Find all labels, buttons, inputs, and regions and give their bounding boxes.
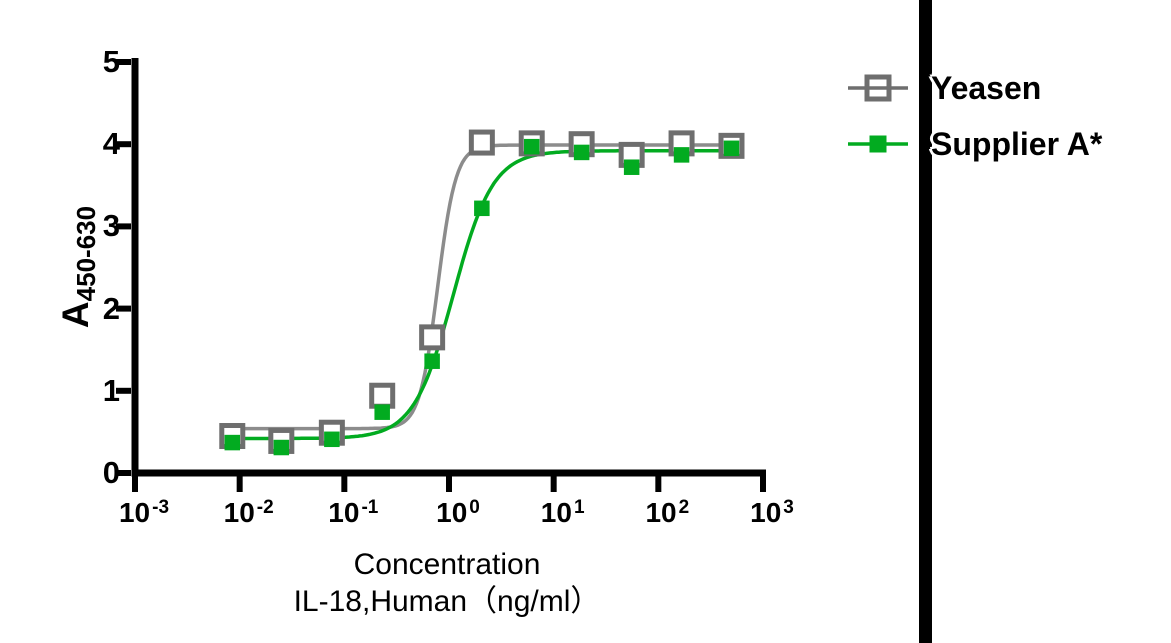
y-axis-title-main: A (55, 301, 96, 329)
data-point-supplier-a (224, 434, 241, 451)
y-axis-title-subscript: 450-630 (71, 205, 101, 302)
x-axis-title-line2: IL-18,Human（ng/ml） (293, 585, 601, 618)
data-point-supplier-a (723, 140, 740, 157)
y-tick-label: 3 (102, 208, 120, 244)
legend-entry-supplier-a: Supplier A* (846, 116, 1102, 172)
data-point-supplier-a (523, 138, 540, 155)
x-tick-label: 10 -3 (118, 497, 170, 528)
x-tick-label: 10 0 (436, 497, 480, 528)
legend-entry-yeasen: Yeasen (846, 60, 1102, 116)
data-point-yeasen (419, 324, 446, 351)
data-point-supplier-a (623, 159, 640, 175)
x-tick-label: 10 -2 (223, 497, 274, 528)
y-tick-label: 4 (102, 126, 120, 162)
legend-marker-supplier-a (848, 135, 908, 153)
legend: Yeasen Supplier A* (846, 60, 1102, 172)
legend-filled-square-icon (869, 135, 887, 153)
data-point-supplier-a (573, 144, 590, 161)
data-point-supplier-a (324, 431, 340, 448)
x-tick-label: 10 1 (540, 497, 585, 528)
data-point-supplier-a (673, 147, 690, 163)
legend-label-supplier-a: Supplier A* (931, 125, 1103, 162)
y-axis-title: A450-630 (55, 206, 101, 329)
data-point-supplier-a (424, 353, 440, 369)
data-point-supplier-a (273, 439, 290, 456)
y-tick-label: 5 (102, 44, 120, 79)
x-tick-label: 10 3 (750, 497, 794, 528)
data-point-supplier-a (374, 404, 390, 420)
fit-curve-supplier-a (232, 149, 731, 441)
legend-label-yeasen: Yeasen (931, 69, 1042, 106)
data-point-supplier-a (474, 200, 490, 217)
x-tick-label: 10 2 (645, 497, 690, 528)
y-tick-label: 1 (102, 372, 120, 408)
x-axis-title-line1: Concentration (353, 548, 541, 581)
y-tick-label: 0 (102, 455, 120, 490)
x-tick-label: 10 -1 (328, 497, 379, 528)
legend-marker-yeasen (848, 74, 908, 102)
fit-curve-yeasen (232, 143, 731, 431)
x-axis-title: Concentration IL-18,Human（ng/ml） (294, 546, 601, 620)
data-point-yeasen (369, 382, 396, 409)
data-point-yeasen (468, 129, 495, 156)
legend-open-square-icon (864, 74, 892, 102)
divider-bar (919, 0, 932, 643)
y-tick-label: 2 (102, 290, 120, 326)
